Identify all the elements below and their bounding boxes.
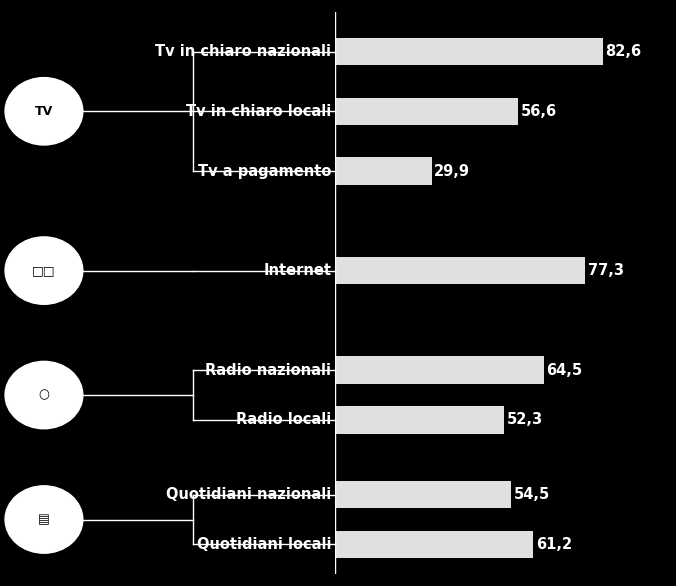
Bar [335,257,585,284]
Text: Tv in chiaro nazionali: Tv in chiaro nazionali [155,44,331,59]
Text: 54,5: 54,5 [514,487,550,502]
Text: 29,9: 29,9 [434,163,470,179]
Text: 77,3: 77,3 [588,263,624,278]
Text: 56,6: 56,6 [521,104,557,119]
Text: Tv in chiaro locali: Tv in chiaro locali [186,104,331,119]
Bar [335,98,518,125]
Text: Radio nazionali: Radio nazionali [206,363,331,377]
Text: Quotidiani locali: Quotidiani locali [197,537,331,552]
Text: 61,2: 61,2 [536,537,572,552]
Bar [335,157,432,185]
Text: 82,6: 82,6 [605,44,642,59]
Text: Radio locali: Radio locali [236,413,331,427]
Bar [335,481,512,508]
Text: 64,5: 64,5 [546,363,583,377]
Text: Tv a pagamento: Tv a pagamento [198,163,331,179]
Text: ▤: ▤ [38,513,50,526]
Text: Internet: Internet [263,263,331,278]
Text: Quotidiani nazionali: Quotidiani nazionali [166,487,331,502]
Text: ○: ○ [39,389,49,401]
Text: 52,3: 52,3 [507,413,543,427]
Bar [335,38,602,65]
Text: □□: □□ [32,264,55,277]
Bar [335,406,504,434]
Bar [335,531,533,558]
Bar [335,356,544,384]
Text: TV: TV [35,105,53,118]
